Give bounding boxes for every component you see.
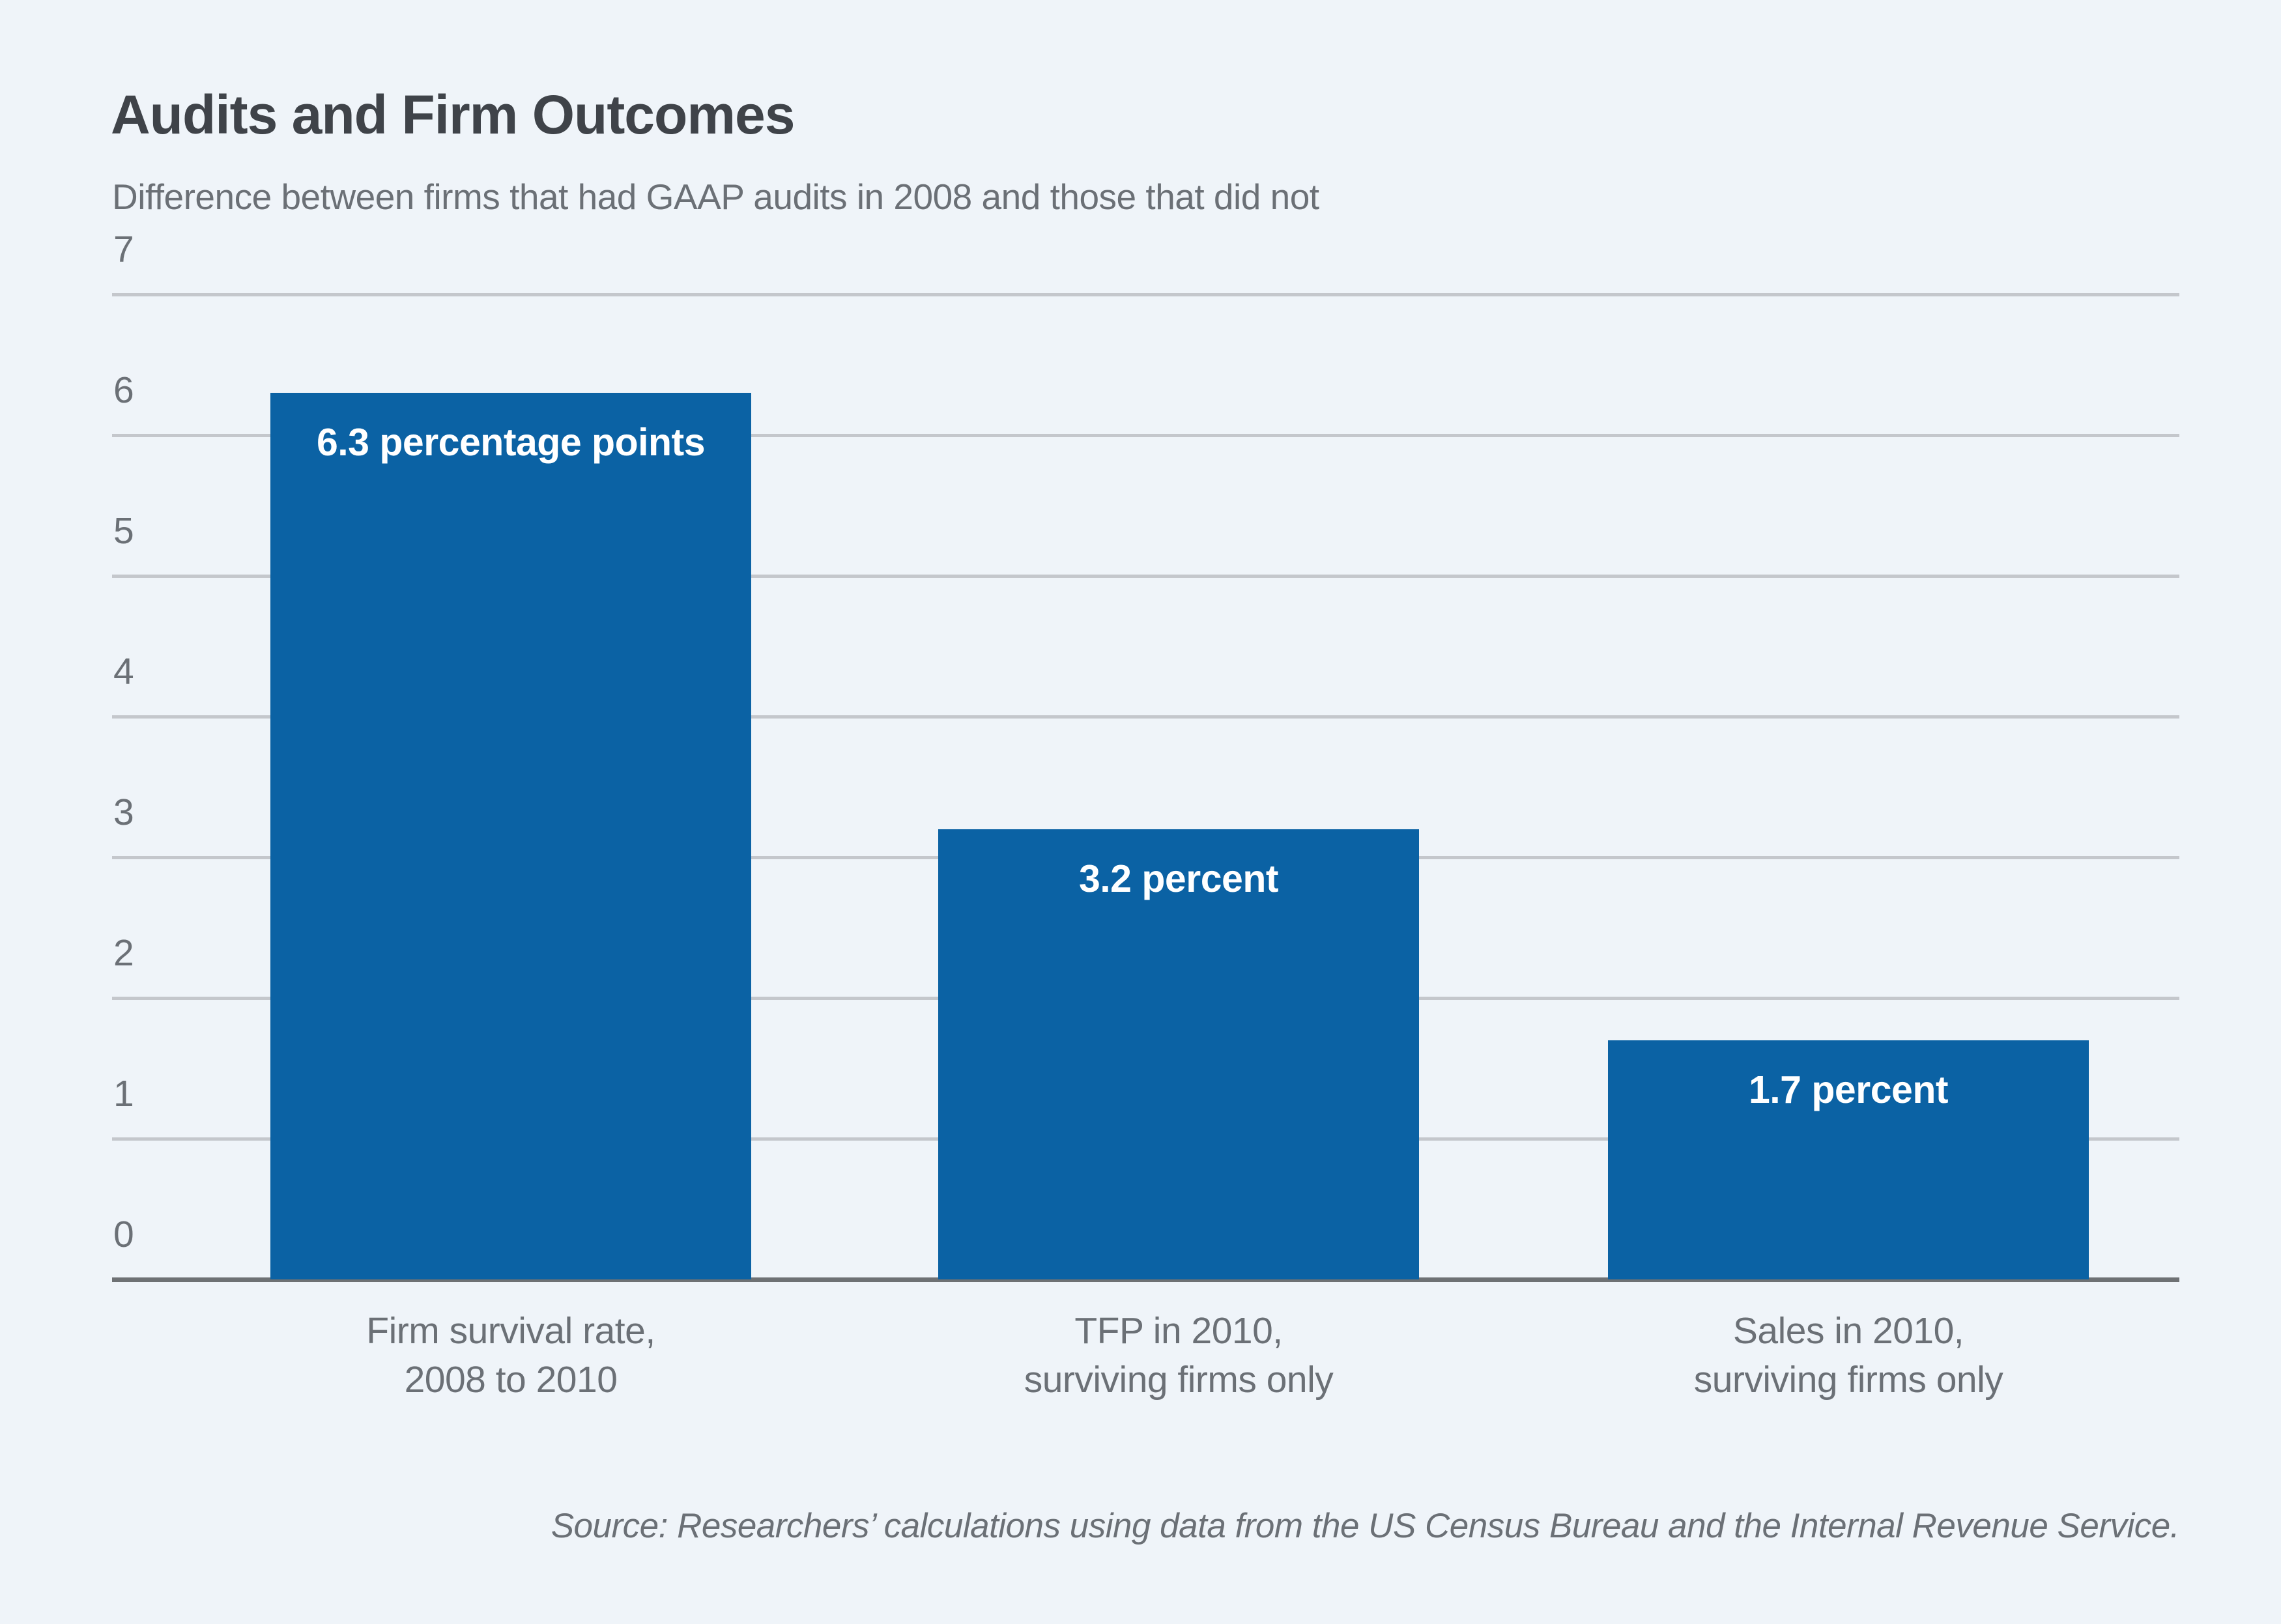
bar-value-label-3: 1.7 percent	[1748, 1068, 1949, 1111]
category-label-line: TFP in 2010,	[1074, 1310, 1283, 1352]
gridline-y-6	[112, 434, 2179, 437]
bar-1: 6.3 percentage points	[270, 393, 751, 1279]
bar-2: 3.2 percent	[938, 829, 1419, 1279]
y-tick-label-5: 5	[113, 510, 134, 552]
y-tick-label-2: 2	[113, 932, 134, 974]
category-label-line: Sales in 2010,	[1732, 1310, 1964, 1352]
y-tick-label-6: 6	[113, 369, 134, 411]
y-tick-label-0: 0	[113, 1214, 134, 1255]
category-label-line: surviving firms only	[1693, 1359, 2003, 1401]
chart-subtitle: Difference between firms that had GAAP a…	[112, 177, 1319, 217]
chart-title: Audits and Firm Outcomes	[111, 84, 795, 145]
category-label-2: TFP in 2010, surviving firms only	[853, 1307, 1504, 1404]
y-tick-label-7: 7	[113, 229, 134, 270]
category-label-line: 2008 to 2010	[404, 1359, 618, 1401]
y-tick-label-4: 4	[113, 651, 134, 692]
gridline-y-5	[112, 575, 2179, 578]
bar-3: 1.7 percent	[1608, 1040, 2089, 1279]
gridline-y-7	[112, 293, 2179, 296]
gridline-y-4	[112, 715, 2179, 719]
category-label-line: Firm survival rate,	[366, 1310, 655, 1352]
category-label-3: Sales in 2010, surviving firms only	[1523, 1307, 2174, 1404]
source-note: Source: Researchers’ calculations using …	[551, 1507, 2180, 1545]
bar-value-label-2: 3.2 percent	[1078, 857, 1279, 900]
x-axis-baseline	[112, 1277, 2179, 1282]
plot-area: 0 1 2 3 4 5 6 7 6.3 percentage points Firm surviv…	[112, 229, 2179, 1401]
category-label-1: Firm survival rate, 2008 to 2010	[185, 1307, 837, 1404]
y-tick-label-3: 3	[113, 791, 134, 833]
bar-value-label-1: 6.3 percentage points	[316, 421, 706, 464]
y-tick-label-1: 1	[113, 1073, 134, 1115]
category-label-line: surviving firms only	[1024, 1359, 1334, 1401]
